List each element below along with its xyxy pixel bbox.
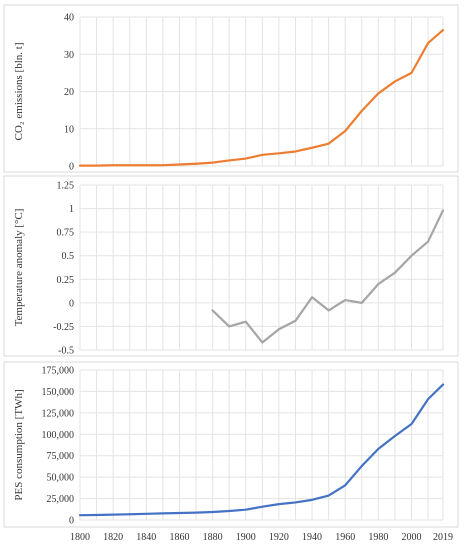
temperature-y-tick-label: 1 [69,204,74,215]
temperature-anomaly-panel: -0.5 -0.25 0 0.25 0.5 0.75 1 1.25 Temperature an… [3,175,459,357]
temperature-y-tick-label: 0 [69,298,74,309]
x-tick-label: 1840 [136,532,156,543]
pes-y-tick-label: 0 [69,516,74,527]
panel-frame [3,361,459,528]
pes-axis-title: PES consumption [TWh] [13,389,25,500]
co2-y-tick-label: 20 [64,87,74,98]
x-tick-label: 1880 [203,532,223,543]
panel-frame [3,4,459,173]
pes-consumption-panel: 0 25,000 50,000 75,000 100,000 125,000 150,000… [3,361,459,543]
temperature-y-tick-label: -0.25 [53,322,74,333]
pes-y-tick-label: 175,000 [42,366,75,377]
temperature-y-tick-label: 0.5 [62,251,75,262]
pes-y-tick-label: 125,000 [42,408,75,419]
co2-y-tick-label: 40 [64,13,74,24]
pes-y-tick-label: 100,000 [42,430,75,441]
pes-y-tick-label: 75,000 [47,451,75,462]
co2-y-tick-label: 10 [64,124,74,135]
pes-y-tick-label: 25,000 [47,494,75,505]
co2-y-tick-label: 0 [69,162,74,173]
x-tick-label: 1820 [103,532,123,543]
temperature-axis-title: Temperature anomaly [°C] [13,209,25,327]
x-tick-label: 1940 [302,532,322,543]
pes-y-tick-label: 50,000 [47,473,75,484]
x-tick-label: 1800 [70,532,90,543]
panel-frame [3,175,459,357]
co2-y-tick-label: 30 [64,50,74,61]
x-tick-label: 1960 [335,532,355,543]
co2-series-line [78,28,445,167]
x-tick-label: 2000 [402,532,422,543]
co2-axis-title: CO₂ emissions [bln. t] [13,43,25,141]
x-tick-label: 1920 [269,532,289,543]
temperature-y-tick-label: 0.75 [57,228,75,239]
temperature-y-tick-label: 0.25 [57,275,75,286]
x-tick-label: 1900 [236,532,256,543]
pes-series-line [78,383,445,517]
co2-emissions-panel: 0 10 20 30 40 CO₂ emissions [bln. t] [3,4,459,173]
x-tick-label: 1860 [169,532,189,543]
x-tick-label: 2019 [433,532,453,543]
temperature-y-tick-label: -0.5 [58,346,74,357]
temperature-series-line [211,209,445,344]
pes-y-tick-label: 150,000 [42,387,75,398]
temperature-y-tick-label: 1.25 [57,181,75,192]
x-tick-label: 1980 [368,532,388,543]
